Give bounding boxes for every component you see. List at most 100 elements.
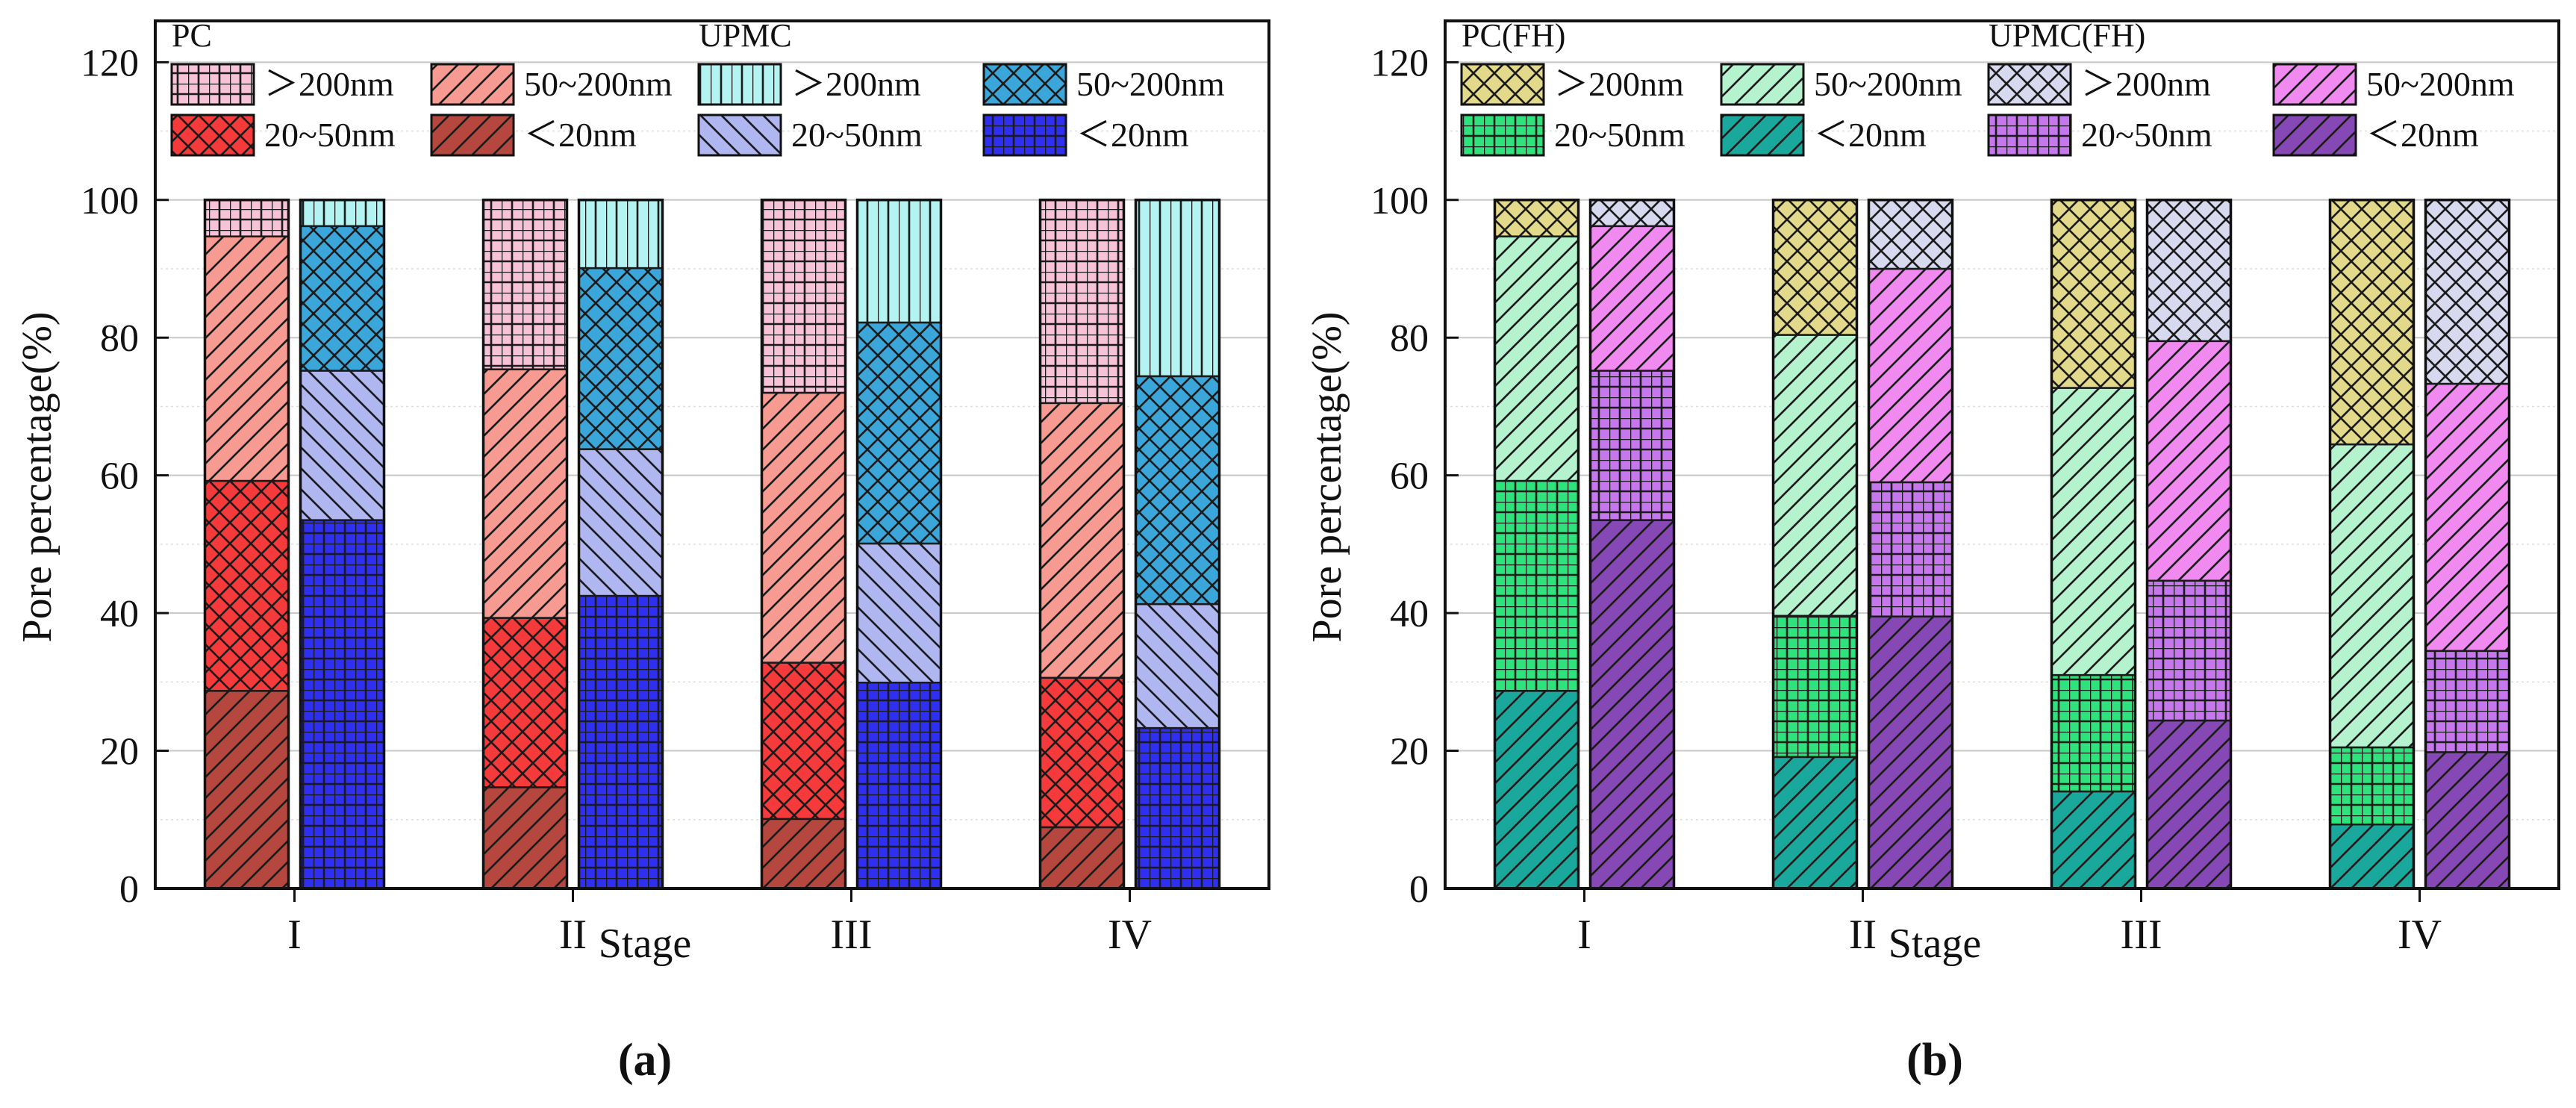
bar-segment-upmc-fh-50-200nm-I <box>1589 225 1675 372</box>
x-tick-label: IV <box>2398 912 2442 958</box>
legend-swatch-pc-fh-200nm <box>1460 63 1545 106</box>
legend-label-upmc-20-50nm: 20~50nm <box>791 116 923 154</box>
legend-label-upmc-20nm: ＜20nm <box>1076 116 1189 154</box>
bar-segment-pc-fh-200nm-II <box>1772 199 1858 336</box>
legend-label-pc-fh-20nm: ＜20nm <box>1814 116 1927 154</box>
bar-segment-pc-50-200nm-II <box>482 368 568 619</box>
legend-swatch-upmc-fh-20nm <box>2272 113 2357 157</box>
x-axis-label-a: Stage <box>599 921 691 967</box>
bar-segment-upmc-50-200nm-II <box>578 267 664 450</box>
bar-segment-upmc-fh-20-50nm-II <box>1868 481 1953 617</box>
bar-segment-pc-fh-20nm-I <box>1494 690 1579 890</box>
bar-segment-pc-20nm-III <box>761 818 846 890</box>
bar-segment-upmc-fh-50-200nm-II <box>1868 267 1953 484</box>
legend-swatch-upmc-200nm <box>697 63 782 106</box>
bar-segment-pc-fh-200nm-I <box>1494 199 1579 237</box>
bar-segment-upmc-200nm-IV <box>1135 199 1220 378</box>
y-tick-label: 80 <box>1390 317 1429 360</box>
y-tick-label: 80 <box>100 317 139 360</box>
bar-segment-pc-20nm-I <box>204 690 290 890</box>
bar-segment-upmc-fh-50-200nm-III <box>2146 340 2232 582</box>
legend-label-upmc-50-200nm: 50~200nm <box>1076 65 1225 103</box>
bar-segment-pc-200nm-III <box>761 199 846 394</box>
legend-group-title-pc-fh: PC(FH) <box>1462 17 1565 54</box>
x-tick-label: I <box>287 912 302 958</box>
legend-label-upmc-fh-20-50nm: 20~50nm <box>2081 116 2212 154</box>
bar-segment-upmc-50-200nm-IV <box>1135 375 1220 606</box>
legend-swatch-pc-20-50nm <box>170 113 255 157</box>
bar-segment-upmc-50-200nm-III <box>856 321 942 545</box>
bar-segment-pc-50-200nm-IV <box>1039 402 1125 679</box>
bar-segment-pc-fh-20-50nm-III <box>2050 673 2136 793</box>
bar-segment-upmc-fh-200nm-IV <box>2424 199 2510 385</box>
bar-segment-upmc-fh-20nm-IV <box>2424 751 2510 890</box>
bar-segment-pc-fh-50-200nm-I <box>1494 235 1579 482</box>
legend-swatch-upmc-fh-50-200nm <box>2272 63 2357 106</box>
bar-segment-pc-fh-20-50nm-I <box>1494 479 1579 692</box>
legend-group-title-upmc: UPMC <box>699 17 792 54</box>
bar-segment-upmc-20-50nm-II <box>578 448 664 597</box>
axes-frame <box>1444 19 2560 890</box>
x-tick-label: III <box>831 912 873 958</box>
bar-segment-upmc-fh-20-50nm-IV <box>2424 650 2510 753</box>
legend-swatch-pc-50-200nm <box>430 63 515 106</box>
y-tick-label: 60 <box>1390 455 1429 498</box>
bar-segment-pc-fh-200nm-IV <box>2329 199 2415 446</box>
bar-segment-pc-200nm-IV <box>1039 199 1125 405</box>
bar-segment-pc-20-50nm-II <box>482 617 568 788</box>
bar-segment-upmc-200nm-III <box>856 199 942 324</box>
y-tick-label: 120 <box>1370 42 1429 84</box>
y-tick-label: 120 <box>81 42 139 84</box>
legend-swatch-upmc-50-200nm <box>982 63 1067 106</box>
y-axis-label-b: Pore percentage(%) <box>1304 311 1350 642</box>
bar-segment-pc-50-200nm-III <box>761 391 846 664</box>
bar-segment-upmc-20-50nm-I <box>299 370 385 521</box>
bar-segment-pc-fh-20-50nm-IV <box>2329 746 2415 826</box>
legend-swatch-upmc-20-50nm <box>697 113 782 157</box>
y-tick-label: 100 <box>81 180 139 222</box>
legend-swatch-pc-fh-50-200nm <box>1720 63 1805 106</box>
bar-segment-upmc-fh-200nm-II <box>1868 199 1953 270</box>
legend-label-pc-20nm: ＜20nm <box>524 116 637 154</box>
bar-segment-upmc-50-200nm-I <box>299 225 385 372</box>
bar-segment-upmc-20nm-IV <box>1135 726 1220 890</box>
bar-segment-pc-200nm-II <box>482 199 568 370</box>
bar-segment-pc-20nm-II <box>482 786 568 890</box>
legend-label-pc-fh-200nm: ＞200nm <box>1554 65 1684 103</box>
y-tick-label: 40 <box>1390 593 1429 635</box>
x-tick-label: II <box>1849 912 1877 958</box>
y-tick-label: 0 <box>119 868 139 911</box>
y-tick-label: 0 <box>1409 868 1429 911</box>
x-tick-label: IV <box>1108 912 1152 958</box>
bar-segment-pc-fh-50-200nm-IV <box>2329 443 2415 749</box>
bar-segment-pc-20-50nm-IV <box>1039 676 1125 829</box>
legend-swatch-pc-fh-20-50nm <box>1460 113 1545 157</box>
y-tick-label: 20 <box>1390 731 1429 774</box>
bar-segment-upmc-fh-20nm-I <box>1589 519 1675 890</box>
x-axis-label-b: Stage <box>1889 921 1981 967</box>
legend-label-pc-200nm: ＞200nm <box>264 65 394 103</box>
legend-label-pc-50-200nm: 50~200nm <box>524 65 673 103</box>
bar-segment-pc-fh-50-200nm-III <box>2050 387 2136 676</box>
bar-segment-upmc-20nm-III <box>856 682 942 890</box>
bar-segment-pc-fh-20nm-II <box>1772 756 1858 890</box>
legend-group-title-upmc-fh: UPMC(FH) <box>1989 17 2145 54</box>
bar-segment-pc-20-50nm-I <box>204 479 290 692</box>
legend-group-title-pc: PC <box>172 17 212 54</box>
legend-swatch-pc-fh-20nm <box>1720 113 1805 157</box>
legend-swatch-upmc-20nm <box>982 113 1067 157</box>
bar-segment-upmc-20-50nm-III <box>856 542 942 684</box>
bar-segment-pc-fh-20nm-IV <box>2329 823 2415 890</box>
legend-label-pc-fh-50-200nm: 50~200nm <box>1814 65 1962 103</box>
bar-segment-upmc-20nm-I <box>299 519 385 890</box>
legend-swatch-pc-20nm <box>430 113 515 157</box>
y-tick-label: 40 <box>100 593 139 635</box>
bar-segment-pc-20nm-IV <box>1039 826 1125 890</box>
bar-segment-pc-fh-200nm-III <box>2050 199 2136 389</box>
bar-segment-upmc-fh-50-200nm-IV <box>2424 382 2510 653</box>
legend-swatch-pc-200nm <box>170 63 255 106</box>
x-tick-label: III <box>2121 912 2162 958</box>
bar-segment-upmc-200nm-I <box>299 199 385 228</box>
